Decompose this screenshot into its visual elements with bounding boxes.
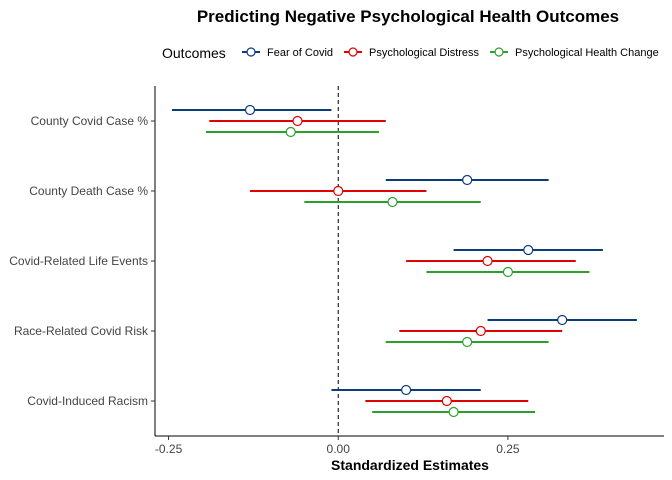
estimate-point [557, 314, 568, 326]
legend-label: Fear of Covid [267, 47, 333, 59]
estimate-point [475, 325, 486, 337]
x-tick-label: 0.25 [496, 442, 520, 456]
plot-area: -0.25 0.00 0.25 County Covid Case % County D… [9, 86, 664, 456]
estimate-point [333, 185, 344, 197]
estimate-point [523, 244, 534, 256]
estimate-point [292, 115, 303, 127]
y-tick-label: County Covid Case % [31, 114, 149, 128]
chart-title: Predicting Negative Psychological Health… [197, 7, 619, 26]
x-tick-label: -0.25 [155, 442, 183, 456]
estimate-point [462, 174, 473, 186]
estimate-point [285, 126, 296, 138]
estimate-point [462, 336, 473, 348]
estimate-point [401, 384, 412, 396]
estimate-point [441, 395, 452, 407]
y-tick-label: Covid-Induced Racism [27, 394, 148, 408]
legend-label: Psychological Distress [369, 47, 480, 59]
y-tick-label: County Death Case % [29, 184, 148, 198]
legend-label: Psychological Health Change [515, 47, 659, 59]
x-axis-title: Standardized Estimates [331, 457, 489, 473]
estimate-point [482, 255, 493, 267]
x-tick-label: 0.00 [327, 442, 351, 456]
legend: Outcomes Fear of Covid Psychological Dist… [162, 45, 659, 61]
y-tick-label: Covid-Related Life Events [9, 254, 148, 268]
estimate-point [387, 196, 398, 208]
legend-key-point [246, 47, 256, 57]
legend-title: Outcomes [162, 45, 226, 61]
estimate-point [502, 266, 514, 278]
y-tick-label: Race-Related Covid Risk [14, 324, 149, 338]
legend-key-point [494, 47, 504, 57]
estimate-point [244, 104, 256, 116]
legend-key-point [348, 47, 358, 57]
estimate-point [448, 406, 459, 418]
